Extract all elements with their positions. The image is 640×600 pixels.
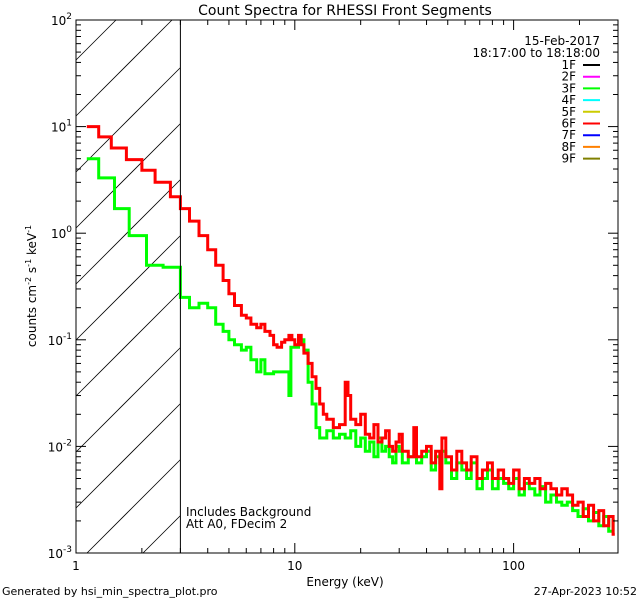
hatch-line <box>75 19 117 61</box>
y-tick-label: 100 <box>51 225 72 241</box>
hatched-region <box>75 19 181 554</box>
ylabel-exp: -2 <box>24 277 33 285</box>
ylabel-part: counts cm <box>25 285 39 347</box>
x-axis-label: Energy (keV) <box>306 575 383 589</box>
ylabel-part: s <box>25 267 39 277</box>
legend-label-8F: 8F <box>561 140 576 154</box>
hatch-line <box>86 459 181 554</box>
annotation-attenuator: Att A0, FDecim 2 <box>186 517 287 531</box>
chart-title: Count Spectra for RHESSI Front Segments <box>198 3 492 19</box>
y-tick-label: 10-3 <box>48 545 72 561</box>
series-3F <box>86 157 615 533</box>
annotation-background: Includes Background <box>186 505 311 519</box>
hatch-line <box>75 403 181 509</box>
footer-generated-by: Generated by hsi_min_spectra_plot.pro <box>2 585 218 598</box>
y-tick-label: 102 <box>51 12 72 28</box>
y-tick-label: 101 <box>51 119 72 135</box>
ylabel-exp: -1 <box>24 225 33 233</box>
plot-frame <box>75 19 619 554</box>
footer-timestamp: 27-Apr-2023 10:52 <box>534 585 637 598</box>
legend-label-4F: 4F <box>561 93 576 107</box>
y-axis-label: counts cm-2 s-1 keV-1 <box>24 225 39 347</box>
hatch-line <box>142 515 181 554</box>
legend-time-range: 18:17:00 to 18:18:00 <box>473 46 600 60</box>
legend-label-9F: 9F <box>561 152 576 166</box>
legend-label-5F: 5F <box>561 105 576 119</box>
hatch-line <box>75 347 181 453</box>
legend-label-7F: 7F <box>561 128 576 142</box>
x-tick-label: 1 <box>72 559 80 573</box>
legend-date: 15-Feb-2017 <box>524 34 600 48</box>
hatch-line <box>75 67 181 173</box>
hatch-line <box>75 123 181 229</box>
x-tick-label: 100 <box>502 559 525 573</box>
hatch-line <box>75 235 181 341</box>
hatch-line <box>75 19 173 117</box>
x-tick-label: 10 <box>287 559 302 573</box>
legend-label-1F: 1F <box>561 58 576 72</box>
ylabel-exp: -1 <box>24 259 33 267</box>
legend-label-6F: 6F <box>561 117 576 131</box>
y-tick-label: 10-1 <box>48 332 72 348</box>
hatch-line <box>75 291 181 397</box>
legend-label-3F: 3F <box>561 81 576 95</box>
legend-label-2F: 2F <box>561 70 576 84</box>
y-tick-label: 10-2 <box>48 438 72 454</box>
series-6F <box>86 125 615 536</box>
ylabel-part: keV <box>25 232 39 259</box>
